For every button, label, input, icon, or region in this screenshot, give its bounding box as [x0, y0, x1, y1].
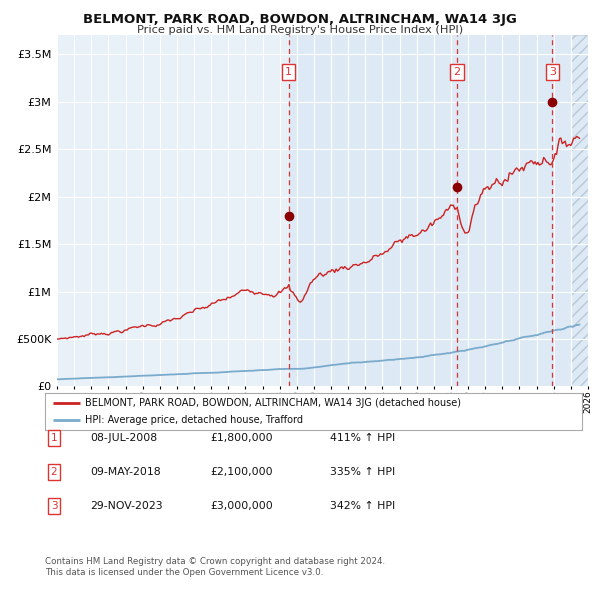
Text: 09-MAY-2018: 09-MAY-2018	[90, 467, 161, 477]
Text: 29-NOV-2023: 29-NOV-2023	[90, 502, 163, 511]
Bar	[571, 35, 588, 386]
Text: 1: 1	[285, 67, 292, 77]
Text: 2: 2	[50, 467, 58, 477]
Text: 2: 2	[454, 67, 461, 77]
Text: BELMONT, PARK ROAD, BOWDON, ALTRINCHAM, WA14 3JG (detached house): BELMONT, PARK ROAD, BOWDON, ALTRINCHAM, …	[85, 398, 461, 408]
Text: 3: 3	[50, 502, 58, 511]
Text: 335% ↑ HPI: 335% ↑ HPI	[330, 467, 395, 477]
Text: 1: 1	[50, 433, 58, 442]
Text: £2,100,000: £2,100,000	[210, 467, 272, 477]
Text: £1,800,000: £1,800,000	[210, 433, 272, 442]
Text: Contains HM Land Registry data © Crown copyright and database right 2024.: Contains HM Land Registry data © Crown c…	[45, 558, 385, 566]
Text: This data is licensed under the Open Government Licence v3.0.: This data is licensed under the Open Gov…	[45, 568, 323, 577]
Bar	[289, 35, 588, 386]
Text: 3: 3	[549, 67, 556, 77]
Text: Price paid vs. HM Land Registry's House Price Index (HPI): Price paid vs. HM Land Registry's House …	[137, 25, 463, 35]
Text: £3,000,000: £3,000,000	[210, 502, 273, 511]
Text: BELMONT, PARK ROAD, BOWDON, ALTRINCHAM, WA14 3JG: BELMONT, PARK ROAD, BOWDON, ALTRINCHAM, …	[83, 13, 517, 26]
Text: 342% ↑ HPI: 342% ↑ HPI	[330, 502, 395, 511]
Text: 411% ↑ HPI: 411% ↑ HPI	[330, 433, 395, 442]
Text: 08-JUL-2008: 08-JUL-2008	[90, 433, 157, 442]
Text: HPI: Average price, detached house, Trafford: HPI: Average price, detached house, Traf…	[85, 415, 303, 425]
